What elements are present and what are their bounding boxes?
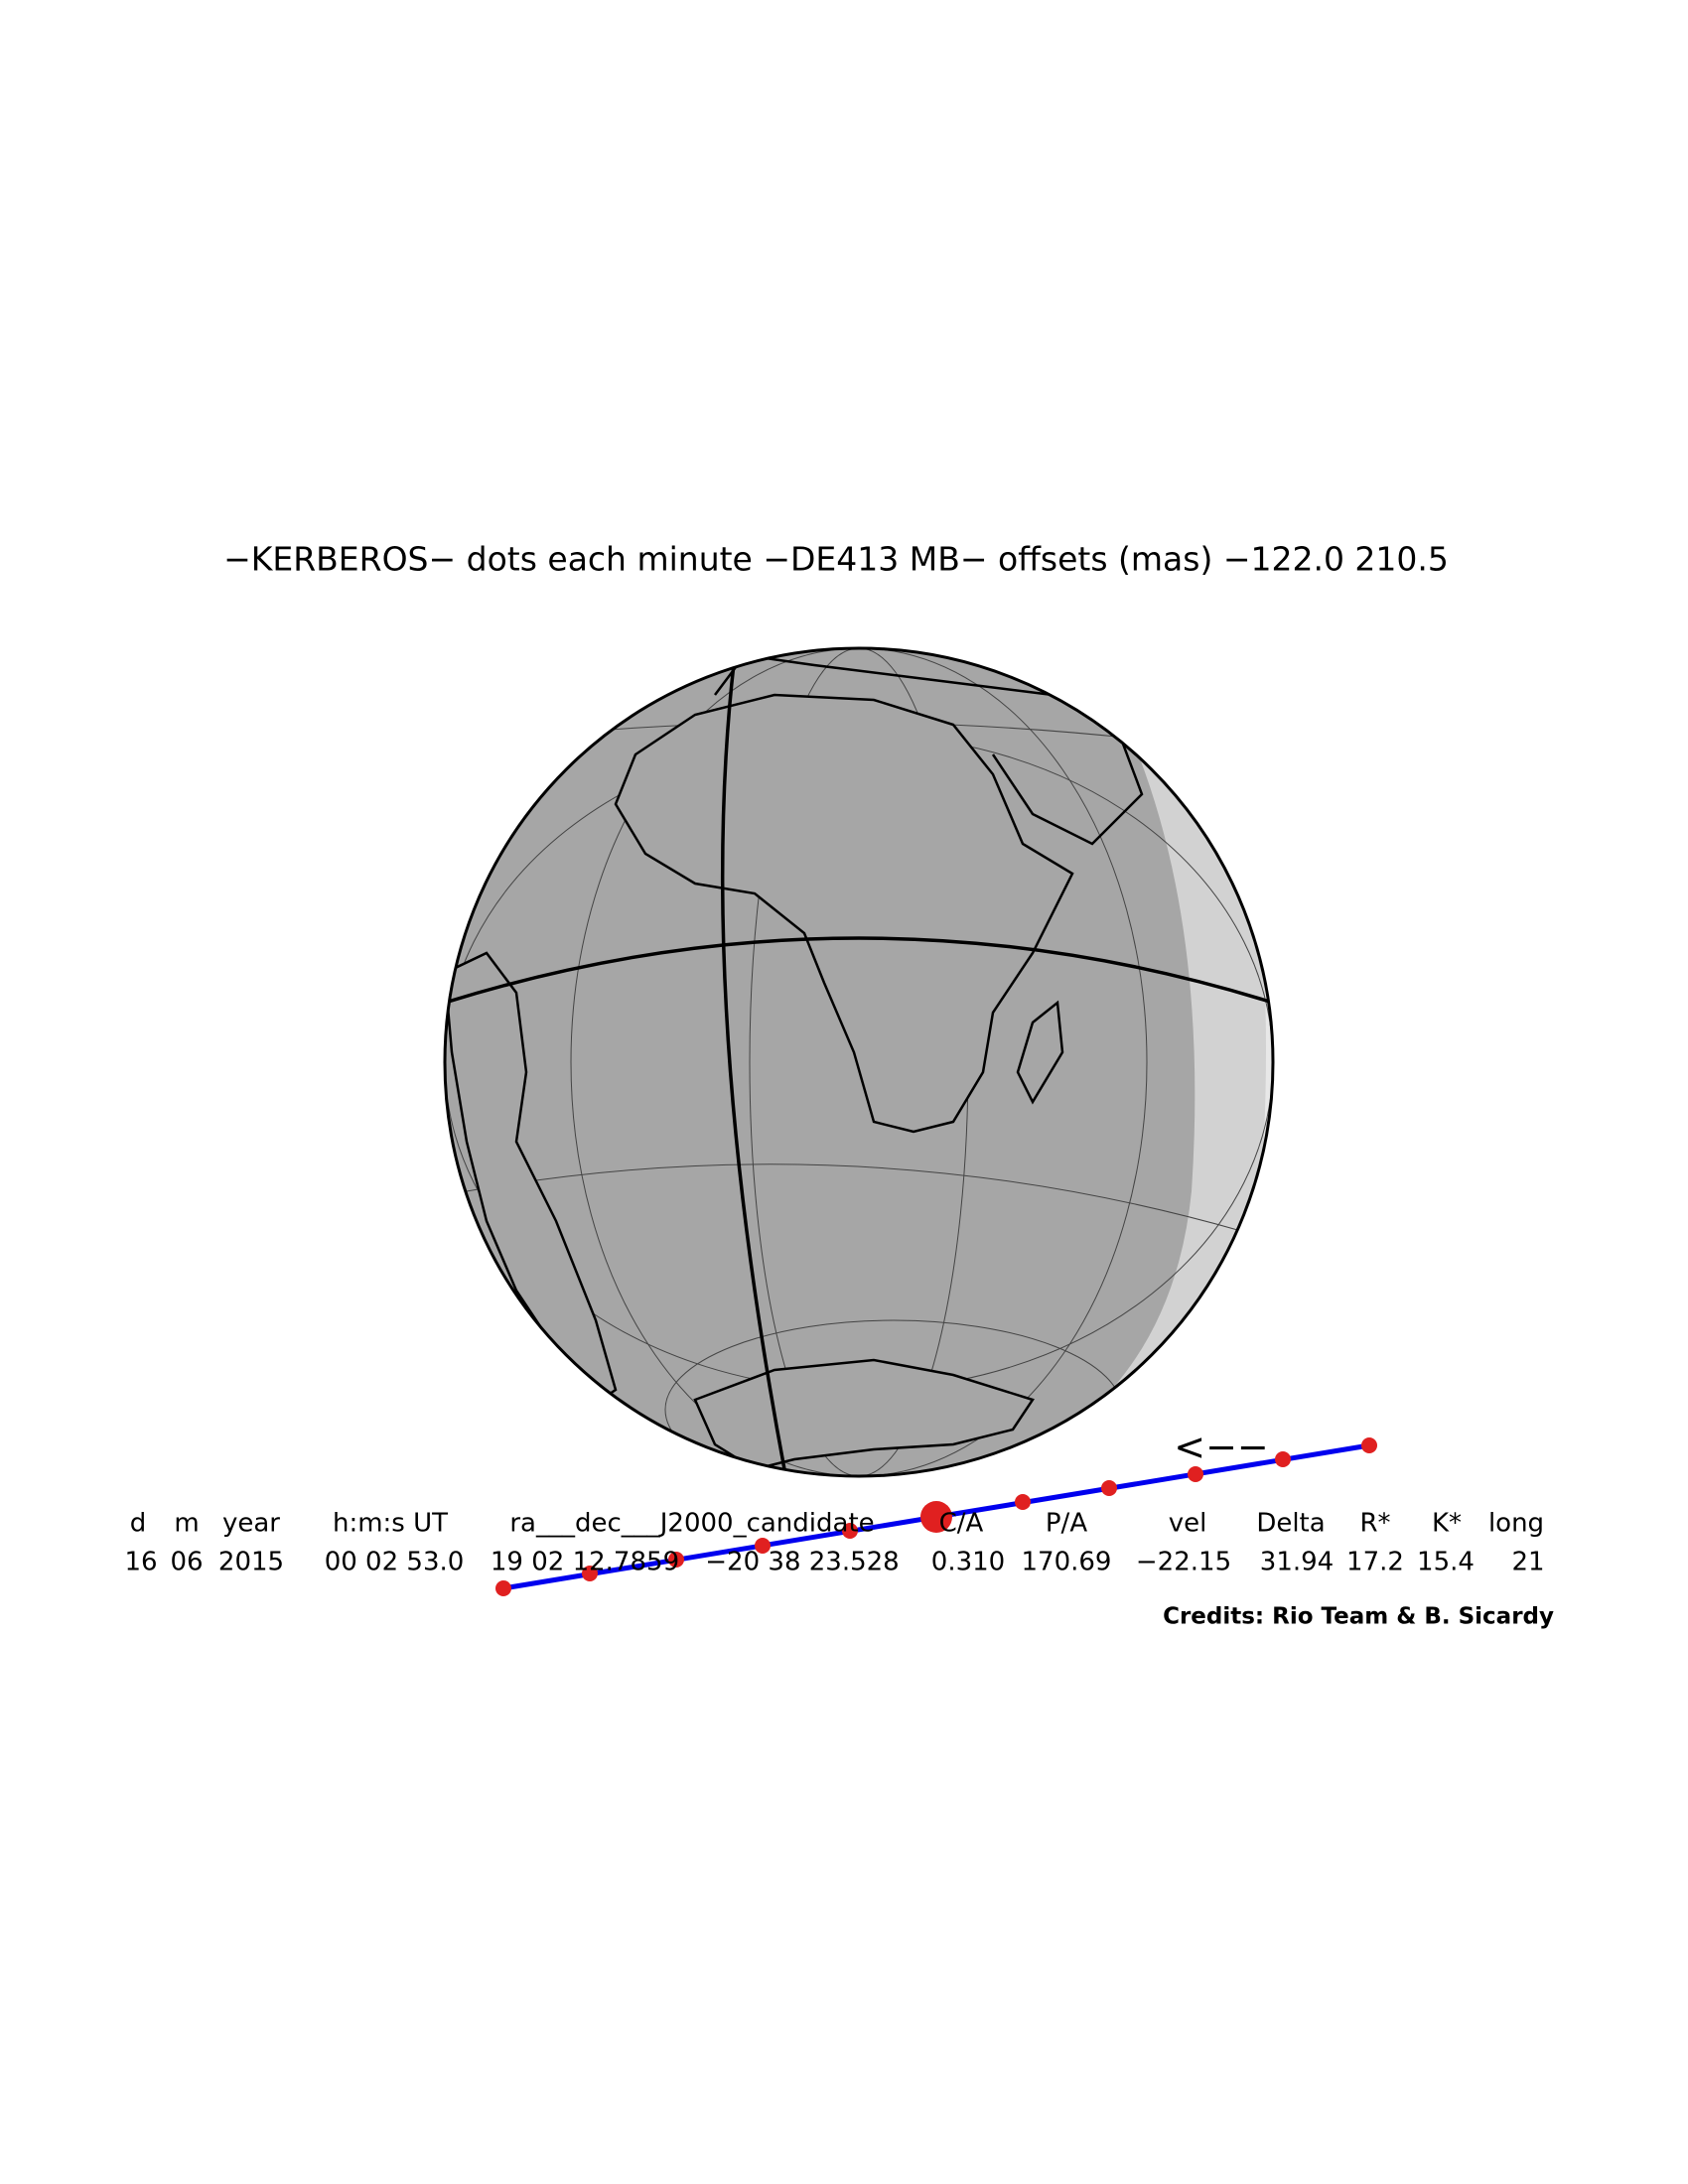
header-cell: P/A xyxy=(1046,1509,1087,1539)
credits: Credits: Rio Team & B. Sicardy xyxy=(1163,1604,1554,1630)
header-cell: long xyxy=(1488,1509,1544,1539)
value-cell: 0.310 xyxy=(931,1548,1005,1577)
value-cell: 06 xyxy=(170,1548,203,1577)
value-cell: 17.2 xyxy=(1346,1548,1404,1577)
value-cell: 21 xyxy=(1511,1548,1544,1577)
value-cell: −22.15 xyxy=(1136,1548,1231,1577)
header-cell: K* xyxy=(1432,1509,1462,1539)
shadow-path xyxy=(495,1437,1377,1596)
value-cell: 15.4 xyxy=(1417,1548,1475,1577)
value-cell: 19 02 12.7859 xyxy=(491,1548,679,1577)
table-values: 16 06 2015 00 02 53.0 19 02 12.7859 −20 38 23… xyxy=(124,1548,1544,1577)
value-cell: 170.69 xyxy=(1022,1548,1112,1577)
header-cell: h:m:s UT xyxy=(333,1509,448,1539)
table-header: d m year h:m:s UT ra___dec___J2000_candidate… xyxy=(130,1509,1544,1539)
header-cell: m xyxy=(174,1509,199,1539)
value-cell: 00 02 53.0 xyxy=(325,1548,465,1577)
globe xyxy=(443,646,1275,1478)
value-cell: 16 xyxy=(124,1548,157,1577)
header-cell: Delta xyxy=(1256,1509,1325,1539)
header-cell: ra___dec___J2000_candidate xyxy=(509,1509,874,1539)
title: −KERBEROS− dots each minute −DE413 MB− o… xyxy=(223,540,1449,579)
header-cell: C/A xyxy=(939,1509,984,1539)
value-cell: −20 38 23.528 xyxy=(705,1548,899,1577)
header-cell: year xyxy=(222,1509,280,1539)
direction-arrow: <−− xyxy=(1174,1426,1269,1469)
header-cell: R* xyxy=(1359,1509,1390,1539)
header-cell: d xyxy=(130,1509,147,1539)
value-cell: 31.94 xyxy=(1260,1548,1334,1577)
value-cell: 2015 xyxy=(218,1548,284,1577)
header-cell: vel xyxy=(1169,1509,1207,1539)
